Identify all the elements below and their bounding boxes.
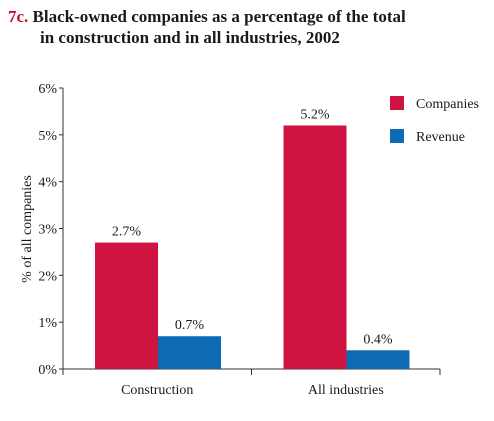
- y-tick-label: 5%: [38, 129, 57, 144]
- y-tick-label: 6%: [38, 82, 57, 97]
- figure-label: 7c.: [8, 7, 29, 26]
- x-tick-label: Construction: [121, 383, 193, 398]
- legend-swatch-revenue: [390, 129, 404, 143]
- legend-label-revenue: Revenue: [416, 130, 465, 145]
- bar-companies-all-industries: [283, 125, 347, 369]
- bar-revenue-all-industries: [346, 350, 410, 369]
- y-tick-label: 0%: [38, 363, 57, 378]
- legend-swatch-companies: [390, 96, 404, 110]
- y-tick-label: 1%: [38, 316, 57, 331]
- data-label: 2.7%: [112, 225, 142, 240]
- y-axis-label: % of all companies: [20, 175, 35, 283]
- y-tick-label: 4%: [38, 176, 57, 191]
- data-label: 0.7%: [175, 318, 205, 333]
- data-label: 5.2%: [300, 107, 330, 122]
- legend: Companies Revenue: [390, 96, 479, 145]
- x-tick-label: All industries: [308, 383, 384, 398]
- title-line-1: Black-owned companies as a percentage of…: [32, 7, 406, 26]
- y-tick-label: 3%: [38, 223, 57, 238]
- y-tick-label: 2%: [38, 269, 57, 284]
- x-axis: Construction All industries: [62, 368, 441, 398]
- chart-title: 7c. Black-owned companies as a percentag…: [8, 6, 488, 48]
- legend-label-companies: Companies: [416, 97, 479, 112]
- bars: 2.7% 0.7% 5.2% 0.4%: [95, 107, 410, 369]
- title-line-2: in construction and in all industries, 2…: [40, 28, 340, 47]
- data-label: 0.4%: [363, 332, 393, 347]
- bar-companies-construction: [95, 242, 158, 369]
- bar-revenue-construction: [158, 336, 221, 369]
- y-axis: 0% 1% 2% 3% 4% 5% 6%: [38, 82, 64, 378]
